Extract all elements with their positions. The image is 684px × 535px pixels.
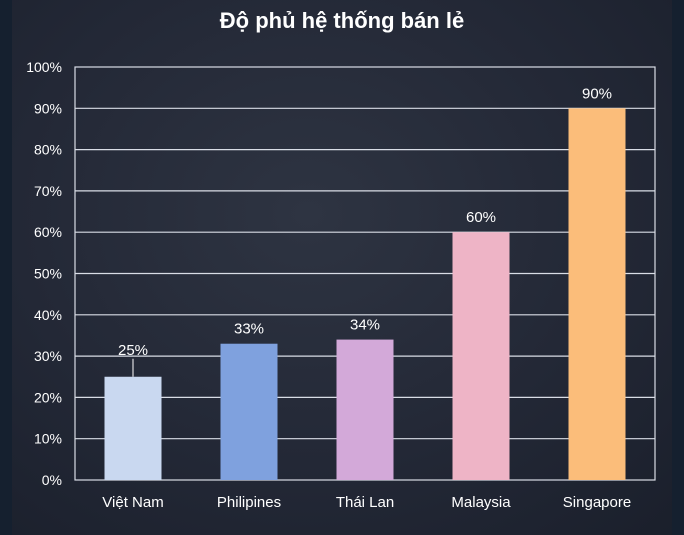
left-edge-strip [0,0,12,535]
y-tick-label: 30% [34,348,62,364]
y-tick-label: 90% [34,100,62,116]
x-tick-label: Philipines [217,494,281,511]
y-tick-label: 100% [26,59,62,75]
bar [220,343,278,480]
x-tick-label: Việt Nam [102,494,163,511]
bar [452,232,510,480]
y-tick-label: 70% [34,183,62,199]
data-label: 60% [466,209,496,226]
bar [104,376,162,480]
x-tick-label: Singapore [563,494,631,511]
y-tick-label: 20% [34,389,62,405]
x-tick-label: Malaysia [451,494,511,511]
chart-title: Độ phủ hệ thống bán lẻ [219,8,465,33]
right-edge-strip [672,0,684,535]
data-label: 25% [118,342,148,359]
y-tick-label: 40% [34,307,62,323]
y-tick-label: 10% [34,431,62,447]
bar [568,108,626,481]
y-tick-label: 0% [42,472,62,488]
data-label: 34% [350,317,380,334]
data-label: 90% [582,85,612,102]
x-tick-label: Thái Lan [336,494,394,511]
y-tick-label: 80% [34,142,62,158]
bar [336,339,394,480]
y-tick-label: 60% [34,224,62,240]
y-tick-label: 50% [34,266,62,282]
data-label: 33% [234,321,264,338]
